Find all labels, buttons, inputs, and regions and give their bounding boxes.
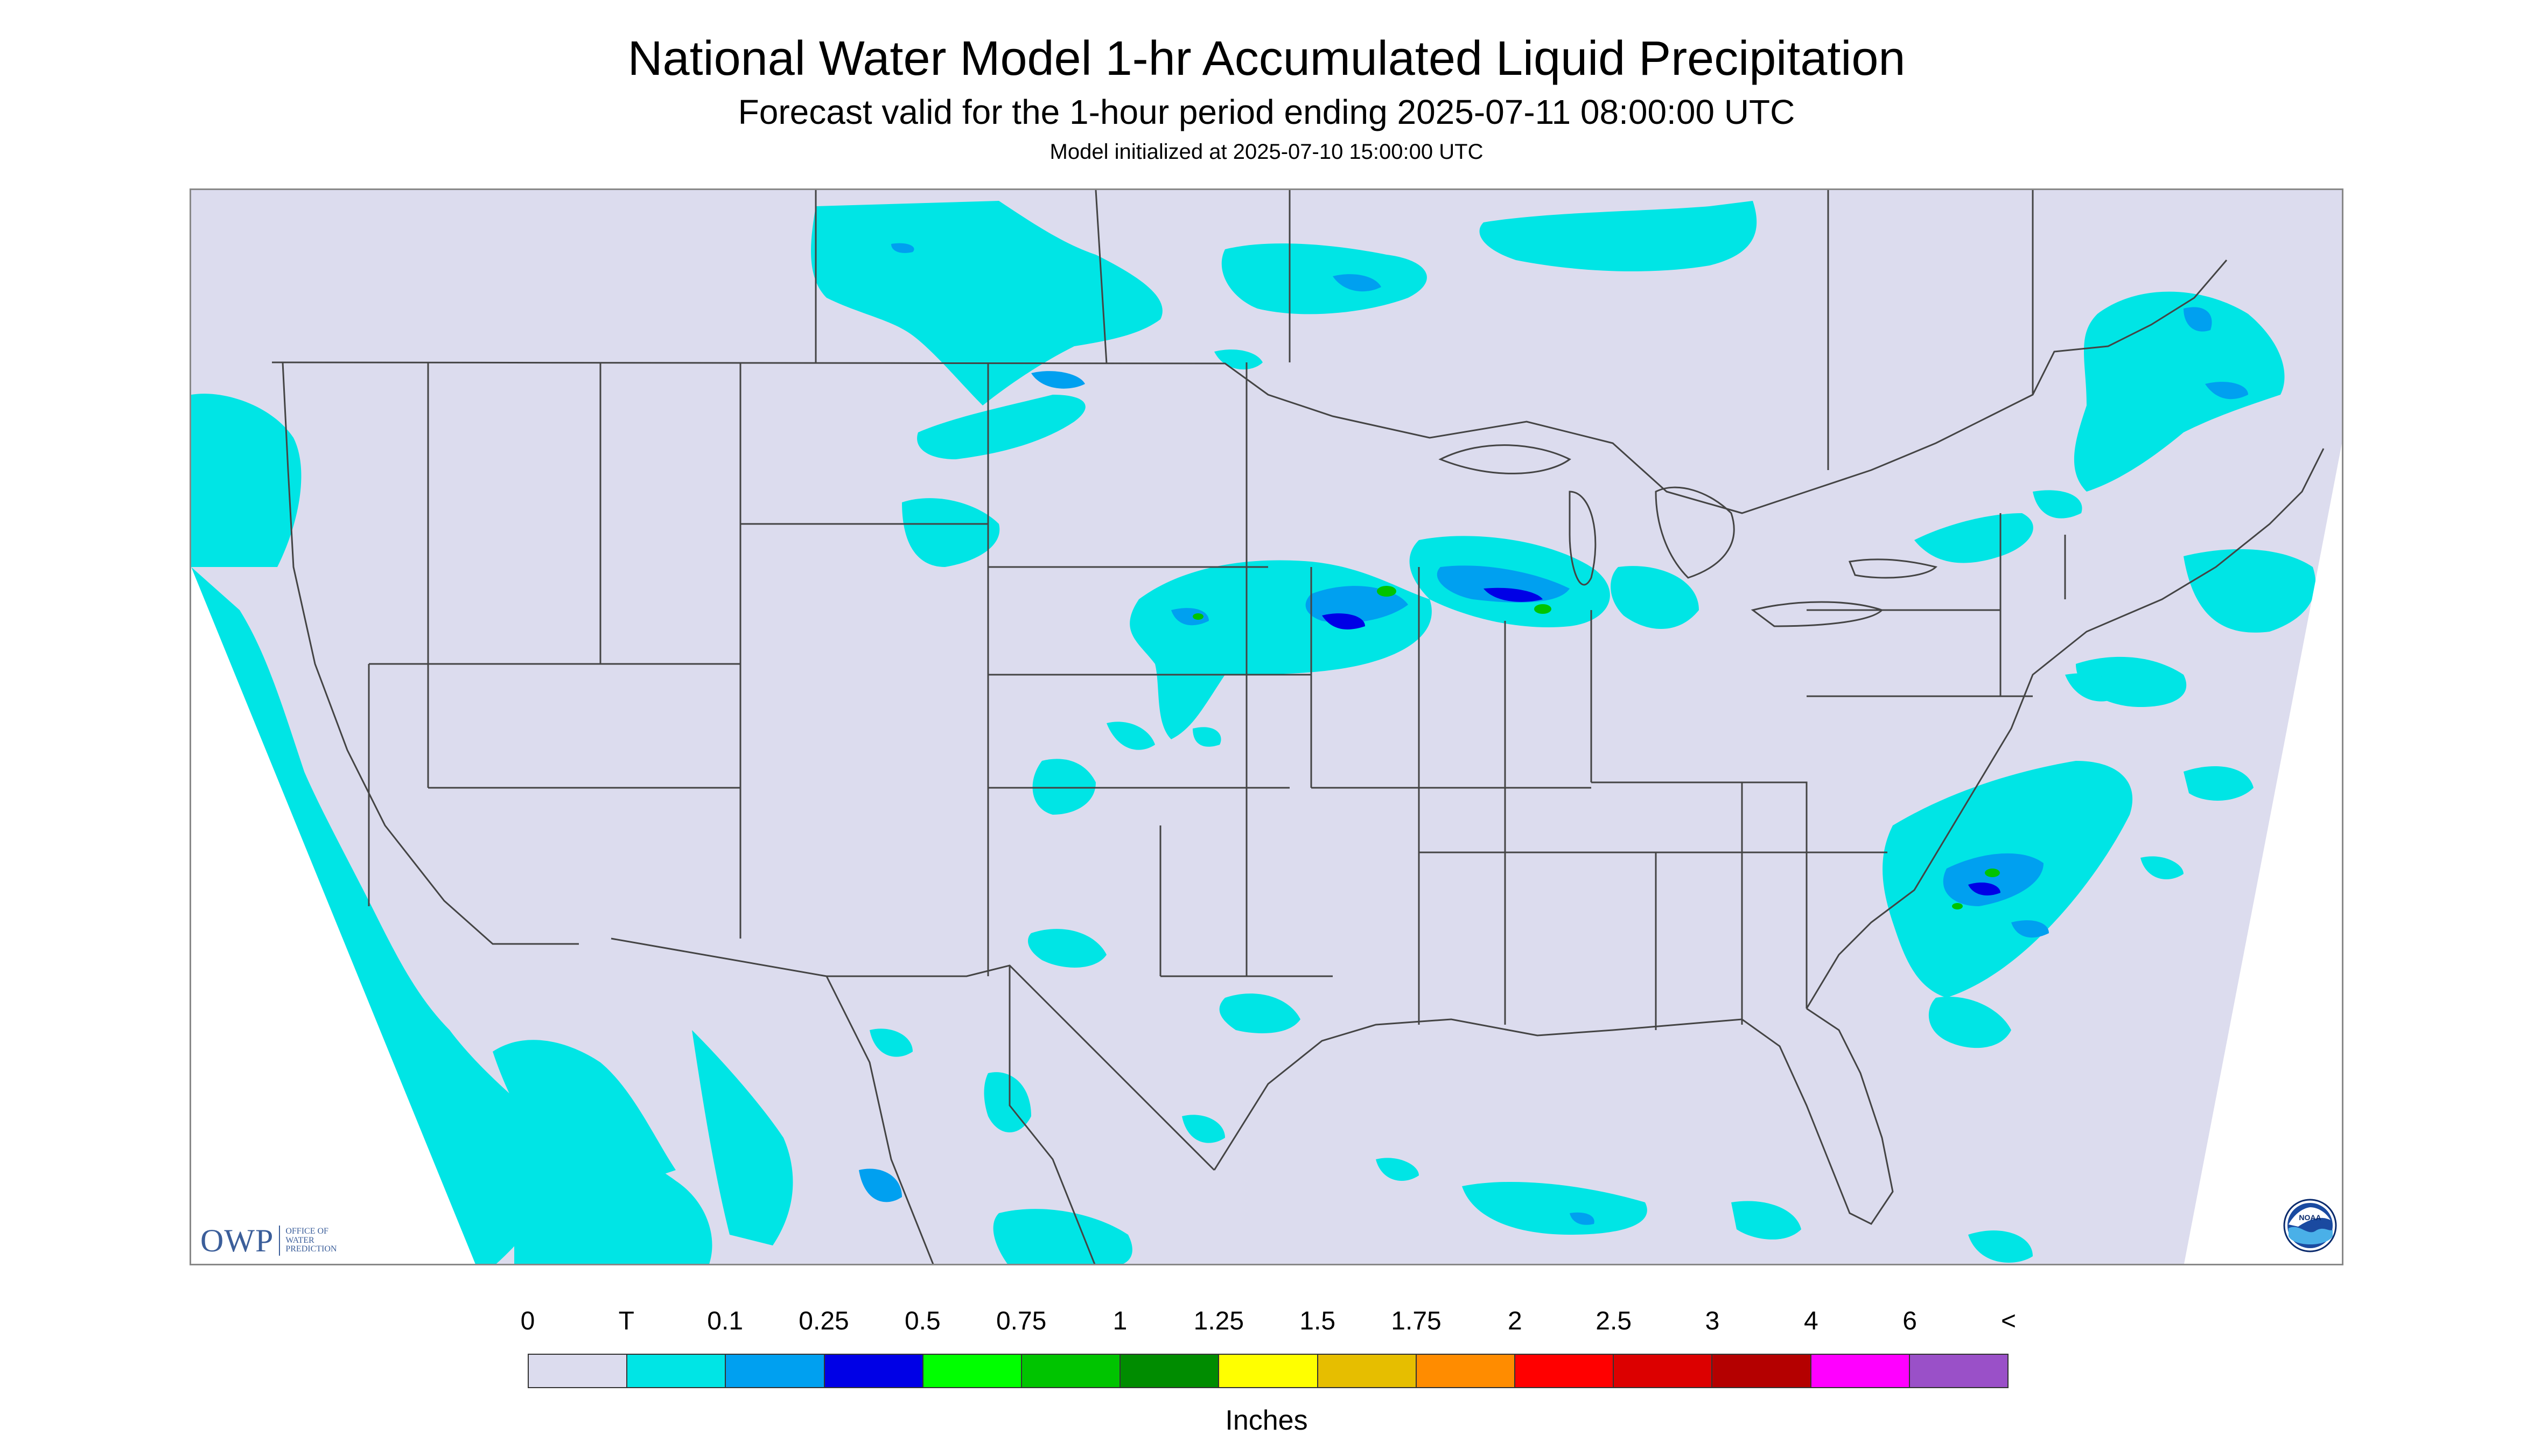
boundaries [271, 190, 2325, 1264]
legend-label: 1.75 [1391, 1307, 1442, 1335]
precip-midwest [1028, 536, 1699, 1033]
legend-swatch [1219, 1355, 1318, 1387]
legend-label: 0.25 [799, 1307, 849, 1335]
legend-label: 4 [1803, 1307, 1818, 1335]
legend-label: 1.25 [1193, 1307, 1244, 1335]
precipitation-map [190, 188, 2343, 1265]
legend-swatch [1121, 1355, 1220, 1387]
legend-label: 6 [1902, 1307, 1918, 1335]
precip-legend: 0 T 0.1 0.25 0.5 0.75 1 1.25 1.5 1.75 2 2.5 3 4 6 < [521, 1307, 2016, 1395]
legend-swatch [1515, 1355, 1614, 1387]
precip-midwest-green [1193, 586, 1551, 620]
legend-swatch [1614, 1355, 1713, 1387]
legend-swatch [1318, 1355, 1417, 1387]
owp-initials: OWP [200, 1222, 274, 1258]
legend-label: 1.5 [1299, 1307, 1336, 1335]
legend-label: 0.5 [904, 1307, 941, 1335]
legend-swatch [923, 1355, 1023, 1387]
map-title: National Water Model 1-hr Accumulated Li… [627, 32, 1906, 86]
legend-label: < [2000, 1307, 2017, 1335]
legend-label: 0.1 [707, 1307, 744, 1335]
legend-swatch [1909, 1355, 2008, 1387]
legend-swatch [1811, 1355, 1910, 1387]
legend-labels: 0 T 0.1 0.25 0.5 0.75 1 1.25 1.5 1.75 2 2.5 3 4 6 < [521, 1307, 2016, 1341]
precip-midwest-blue [1322, 587, 1543, 629]
legend-swatch [1022, 1355, 1121, 1387]
legend-units: Inches [1225, 1405, 1308, 1436]
precip-pacific [191, 394, 793, 1264]
precip-atlantic-heavy [1943, 853, 2049, 938]
legend-swatch [529, 1355, 628, 1387]
legend-swatch [726, 1355, 825, 1387]
legend-colorbar [528, 1354, 2009, 1388]
legend-label: 2.5 [1596, 1307, 1632, 1335]
owp-logo: OWP Office of Water Prediction [200, 1223, 350, 1258]
legend-swatch [627, 1355, 726, 1387]
model-init-time: Model initialized at 2025-07-10 15:00:00… [1049, 140, 1484, 164]
map-canvas [191, 190, 2342, 1264]
legend-label: 2 [1507, 1307, 1522, 1335]
legend-label: 0 [520, 1307, 535, 1335]
legend-swatch [1416, 1355, 1516, 1387]
legend-label: 3 [1705, 1307, 1720, 1335]
owp-name: Office of Water Prediction [285, 1226, 337, 1254]
precip-canada-prairies [811, 201, 1757, 567]
precip-canada-heavy [891, 243, 1381, 389]
noaa-logo-text: NOAA [2299, 1213, 2321, 1222]
legend-label: T [618, 1307, 634, 1335]
precip-mexico-heavy [859, 1168, 1594, 1225]
legend-swatch [1712, 1355, 1811, 1387]
map-subtitle: Forecast valid for the 1-hour period end… [738, 93, 1795, 131]
precip-northeast [1914, 291, 2316, 707]
owp-divider [279, 1226, 281, 1256]
legend-label: 0.75 [996, 1307, 1047, 1335]
noaa-logo-icon: NOAA [2283, 1199, 2337, 1252]
model-domain [191, 190, 2342, 1264]
legend-swatch [824, 1355, 923, 1387]
legend-label: 1 [1112, 1307, 1128, 1335]
precip-atlantic-green [1952, 869, 2000, 909]
precip-northeast-heavy [2184, 307, 2248, 400]
precip-atlantic-blue [1968, 882, 2000, 895]
